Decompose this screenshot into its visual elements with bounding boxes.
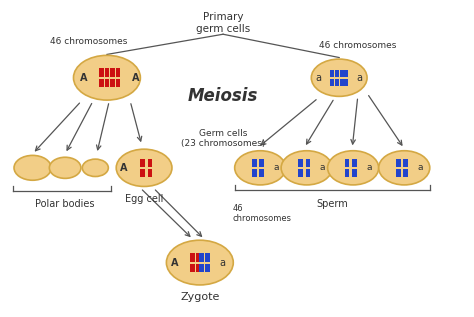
- FancyBboxPatch shape: [99, 79, 104, 87]
- FancyBboxPatch shape: [352, 169, 357, 177]
- Text: Sperm: Sperm: [316, 198, 348, 209]
- FancyBboxPatch shape: [306, 158, 310, 167]
- Text: a: a: [366, 163, 372, 172]
- FancyBboxPatch shape: [403, 158, 408, 167]
- Text: A: A: [120, 163, 128, 173]
- Text: A: A: [171, 258, 179, 268]
- FancyBboxPatch shape: [345, 169, 349, 177]
- Ellipse shape: [311, 59, 367, 96]
- FancyBboxPatch shape: [298, 158, 303, 167]
- Ellipse shape: [281, 151, 332, 185]
- FancyBboxPatch shape: [344, 79, 348, 86]
- FancyBboxPatch shape: [116, 68, 120, 77]
- FancyBboxPatch shape: [140, 169, 145, 177]
- Text: a: a: [316, 73, 321, 83]
- FancyBboxPatch shape: [396, 158, 401, 167]
- FancyBboxPatch shape: [259, 169, 264, 177]
- FancyBboxPatch shape: [110, 68, 115, 77]
- Text: Germ cells
(23 chromosomes): Germ cells (23 chromosomes): [181, 129, 265, 148]
- FancyBboxPatch shape: [252, 158, 256, 167]
- FancyBboxPatch shape: [345, 158, 349, 167]
- Text: Meiosis: Meiosis: [188, 87, 258, 105]
- FancyBboxPatch shape: [140, 158, 145, 167]
- Ellipse shape: [235, 151, 286, 185]
- FancyBboxPatch shape: [196, 263, 201, 272]
- Text: 46
chromosomes: 46 chromosomes: [232, 204, 292, 223]
- Text: a: a: [319, 163, 325, 172]
- FancyBboxPatch shape: [252, 169, 256, 177]
- Ellipse shape: [73, 55, 140, 100]
- FancyBboxPatch shape: [306, 169, 310, 177]
- FancyBboxPatch shape: [339, 79, 344, 86]
- Text: A: A: [132, 73, 139, 83]
- Text: Zygote: Zygote: [180, 292, 219, 302]
- Text: 46 chromosomes: 46 chromosomes: [50, 37, 127, 46]
- FancyBboxPatch shape: [335, 79, 339, 86]
- FancyBboxPatch shape: [339, 69, 344, 77]
- Text: a: a: [219, 258, 225, 268]
- FancyBboxPatch shape: [105, 79, 109, 87]
- FancyBboxPatch shape: [196, 253, 201, 262]
- Text: Polar bodies: Polar bodies: [36, 198, 95, 209]
- FancyBboxPatch shape: [344, 69, 348, 77]
- FancyBboxPatch shape: [205, 253, 210, 262]
- FancyBboxPatch shape: [105, 68, 109, 77]
- FancyBboxPatch shape: [335, 69, 339, 77]
- Text: a: a: [273, 163, 279, 172]
- Ellipse shape: [49, 157, 81, 178]
- FancyBboxPatch shape: [110, 79, 115, 87]
- FancyBboxPatch shape: [298, 169, 303, 177]
- FancyBboxPatch shape: [205, 263, 210, 272]
- FancyBboxPatch shape: [396, 169, 401, 177]
- FancyBboxPatch shape: [259, 158, 264, 167]
- FancyBboxPatch shape: [200, 253, 204, 262]
- FancyBboxPatch shape: [116, 79, 120, 87]
- FancyBboxPatch shape: [148, 169, 153, 177]
- Text: 46 chromosomes: 46 chromosomes: [319, 41, 396, 50]
- Text: a: a: [417, 163, 423, 172]
- FancyBboxPatch shape: [190, 253, 195, 262]
- FancyBboxPatch shape: [148, 158, 153, 167]
- Text: a: a: [357, 73, 363, 83]
- FancyBboxPatch shape: [330, 69, 334, 77]
- Text: Egg cell: Egg cell: [125, 194, 163, 204]
- FancyBboxPatch shape: [99, 68, 104, 77]
- Ellipse shape: [379, 151, 430, 185]
- Text: Primary
germ cells: Primary germ cells: [196, 12, 250, 34]
- Text: A: A: [80, 73, 87, 83]
- FancyBboxPatch shape: [403, 169, 408, 177]
- Ellipse shape: [166, 240, 233, 285]
- FancyBboxPatch shape: [352, 158, 357, 167]
- Ellipse shape: [328, 151, 379, 185]
- FancyBboxPatch shape: [200, 263, 204, 272]
- FancyBboxPatch shape: [190, 263, 195, 272]
- Ellipse shape: [14, 155, 51, 180]
- Ellipse shape: [82, 159, 109, 177]
- Ellipse shape: [116, 149, 172, 186]
- FancyBboxPatch shape: [330, 79, 334, 86]
